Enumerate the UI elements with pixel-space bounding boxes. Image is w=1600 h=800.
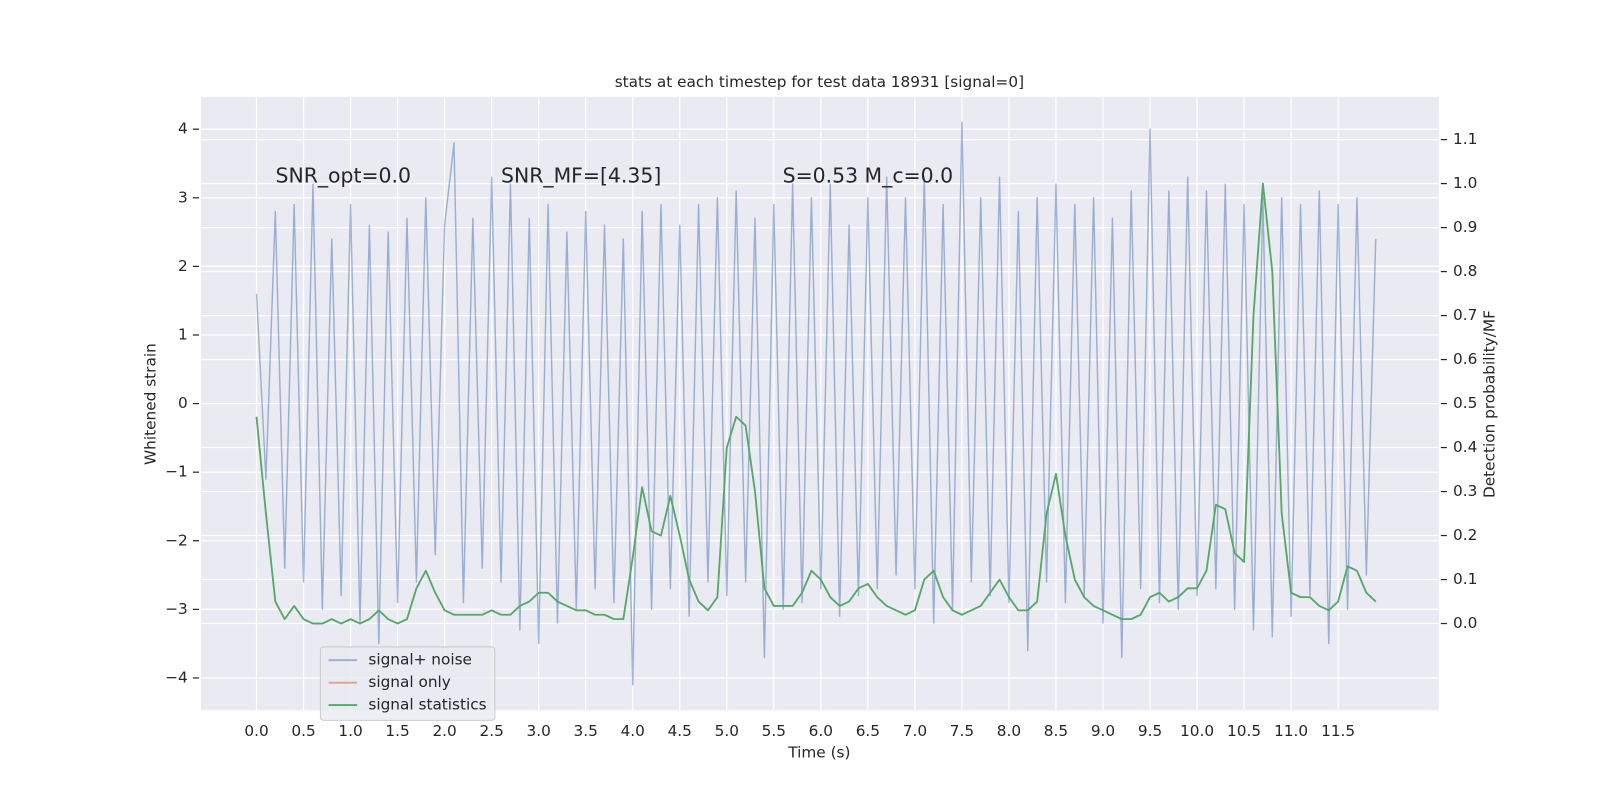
legend-box xyxy=(319,646,496,721)
x-tick-label: 8.0 xyxy=(997,722,1021,740)
x-axis-label: Time (s) xyxy=(787,744,850,762)
x-tick-label: 4.0 xyxy=(621,722,645,740)
x-tick-label: 10.5 xyxy=(1227,722,1261,740)
y-tick-label: 0 xyxy=(178,394,188,412)
y2-axis-label: Detection probability/MF xyxy=(1480,310,1498,498)
legend: signal+ noise signal only signal statistic… xyxy=(319,646,496,721)
y-axis-label: Whitened strain xyxy=(142,343,160,465)
legend-label: signal only xyxy=(368,673,450,691)
legend-label: signal+ noise xyxy=(368,651,472,669)
x-tick-label: 9.5 xyxy=(1138,722,1162,740)
y-tick-label: 4 xyxy=(178,120,188,138)
marks xyxy=(255,121,1377,686)
series-line xyxy=(255,121,1377,686)
annotation: S=0.53 M_c=0.0 xyxy=(783,164,953,189)
x-tick-label: 4.5 xyxy=(668,722,692,740)
y2-tick-label: 0.9 xyxy=(1453,218,1477,236)
x-tick-label: 3.0 xyxy=(527,722,551,740)
y2-tick-label: 1.0 xyxy=(1453,174,1477,192)
y-tick-label: −4 xyxy=(165,668,188,686)
x-tick-label: 11.0 xyxy=(1274,722,1308,740)
x-tick-label: 11.5 xyxy=(1321,722,1355,740)
x-tick-label: 10.0 xyxy=(1180,722,1214,740)
y2-tick-label: 0.8 xyxy=(1453,262,1477,280)
y2-tick-label: 0.5 xyxy=(1453,394,1477,412)
y2-tick-label: 0.7 xyxy=(1453,306,1477,324)
x-tick-label: 5.0 xyxy=(715,722,739,740)
y-tick-label: −3 xyxy=(165,600,188,618)
x-tick-label: 0.5 xyxy=(291,722,315,740)
annotation: SNR_opt=0.0 xyxy=(276,164,412,189)
x-tick-label: 2.0 xyxy=(432,722,456,740)
x-tick-label: 6.5 xyxy=(856,722,880,740)
x-tick-label: 1.0 xyxy=(338,722,362,740)
y2-tick-label: 0.4 xyxy=(1453,438,1477,456)
y-tick-label: 2 xyxy=(178,257,188,275)
x-tick-label: 3.5 xyxy=(574,722,598,740)
y2-tick-label: 1.1 xyxy=(1453,130,1477,148)
y-tick-label: 1 xyxy=(178,325,188,343)
x-tick-label: 1.5 xyxy=(385,722,409,740)
x-tick-label: 8.5 xyxy=(1044,722,1068,740)
annotation: SNR_MF=[4.35] xyxy=(501,164,661,189)
x-tick-label: 7.0 xyxy=(903,722,927,740)
x-tick-label: 2.5 xyxy=(479,722,503,740)
x-tick-label: 6.0 xyxy=(809,722,833,740)
y2-tick-label: 0.3 xyxy=(1453,482,1477,500)
y2-tick-label: 0.6 xyxy=(1453,350,1477,368)
y-tick-label: −2 xyxy=(165,531,188,549)
chart-title: stats at each timestep for test data 189… xyxy=(615,73,1024,91)
y-tick-label: 3 xyxy=(178,188,188,206)
x-tick-label: 5.5 xyxy=(762,722,786,740)
y-tick-label: −1 xyxy=(165,463,188,481)
x-tick-label: 0.0 xyxy=(244,722,268,740)
legend-label: signal statistics xyxy=(368,696,486,714)
series-line xyxy=(255,182,1377,625)
y2-tick-label: 0.1 xyxy=(1453,570,1477,588)
y2-tick-label: 0.0 xyxy=(1453,614,1477,632)
x-tick-label: 9.0 xyxy=(1091,722,1115,740)
y2-tick-label: 0.2 xyxy=(1453,526,1477,544)
x-tick-label: 7.5 xyxy=(950,722,974,740)
